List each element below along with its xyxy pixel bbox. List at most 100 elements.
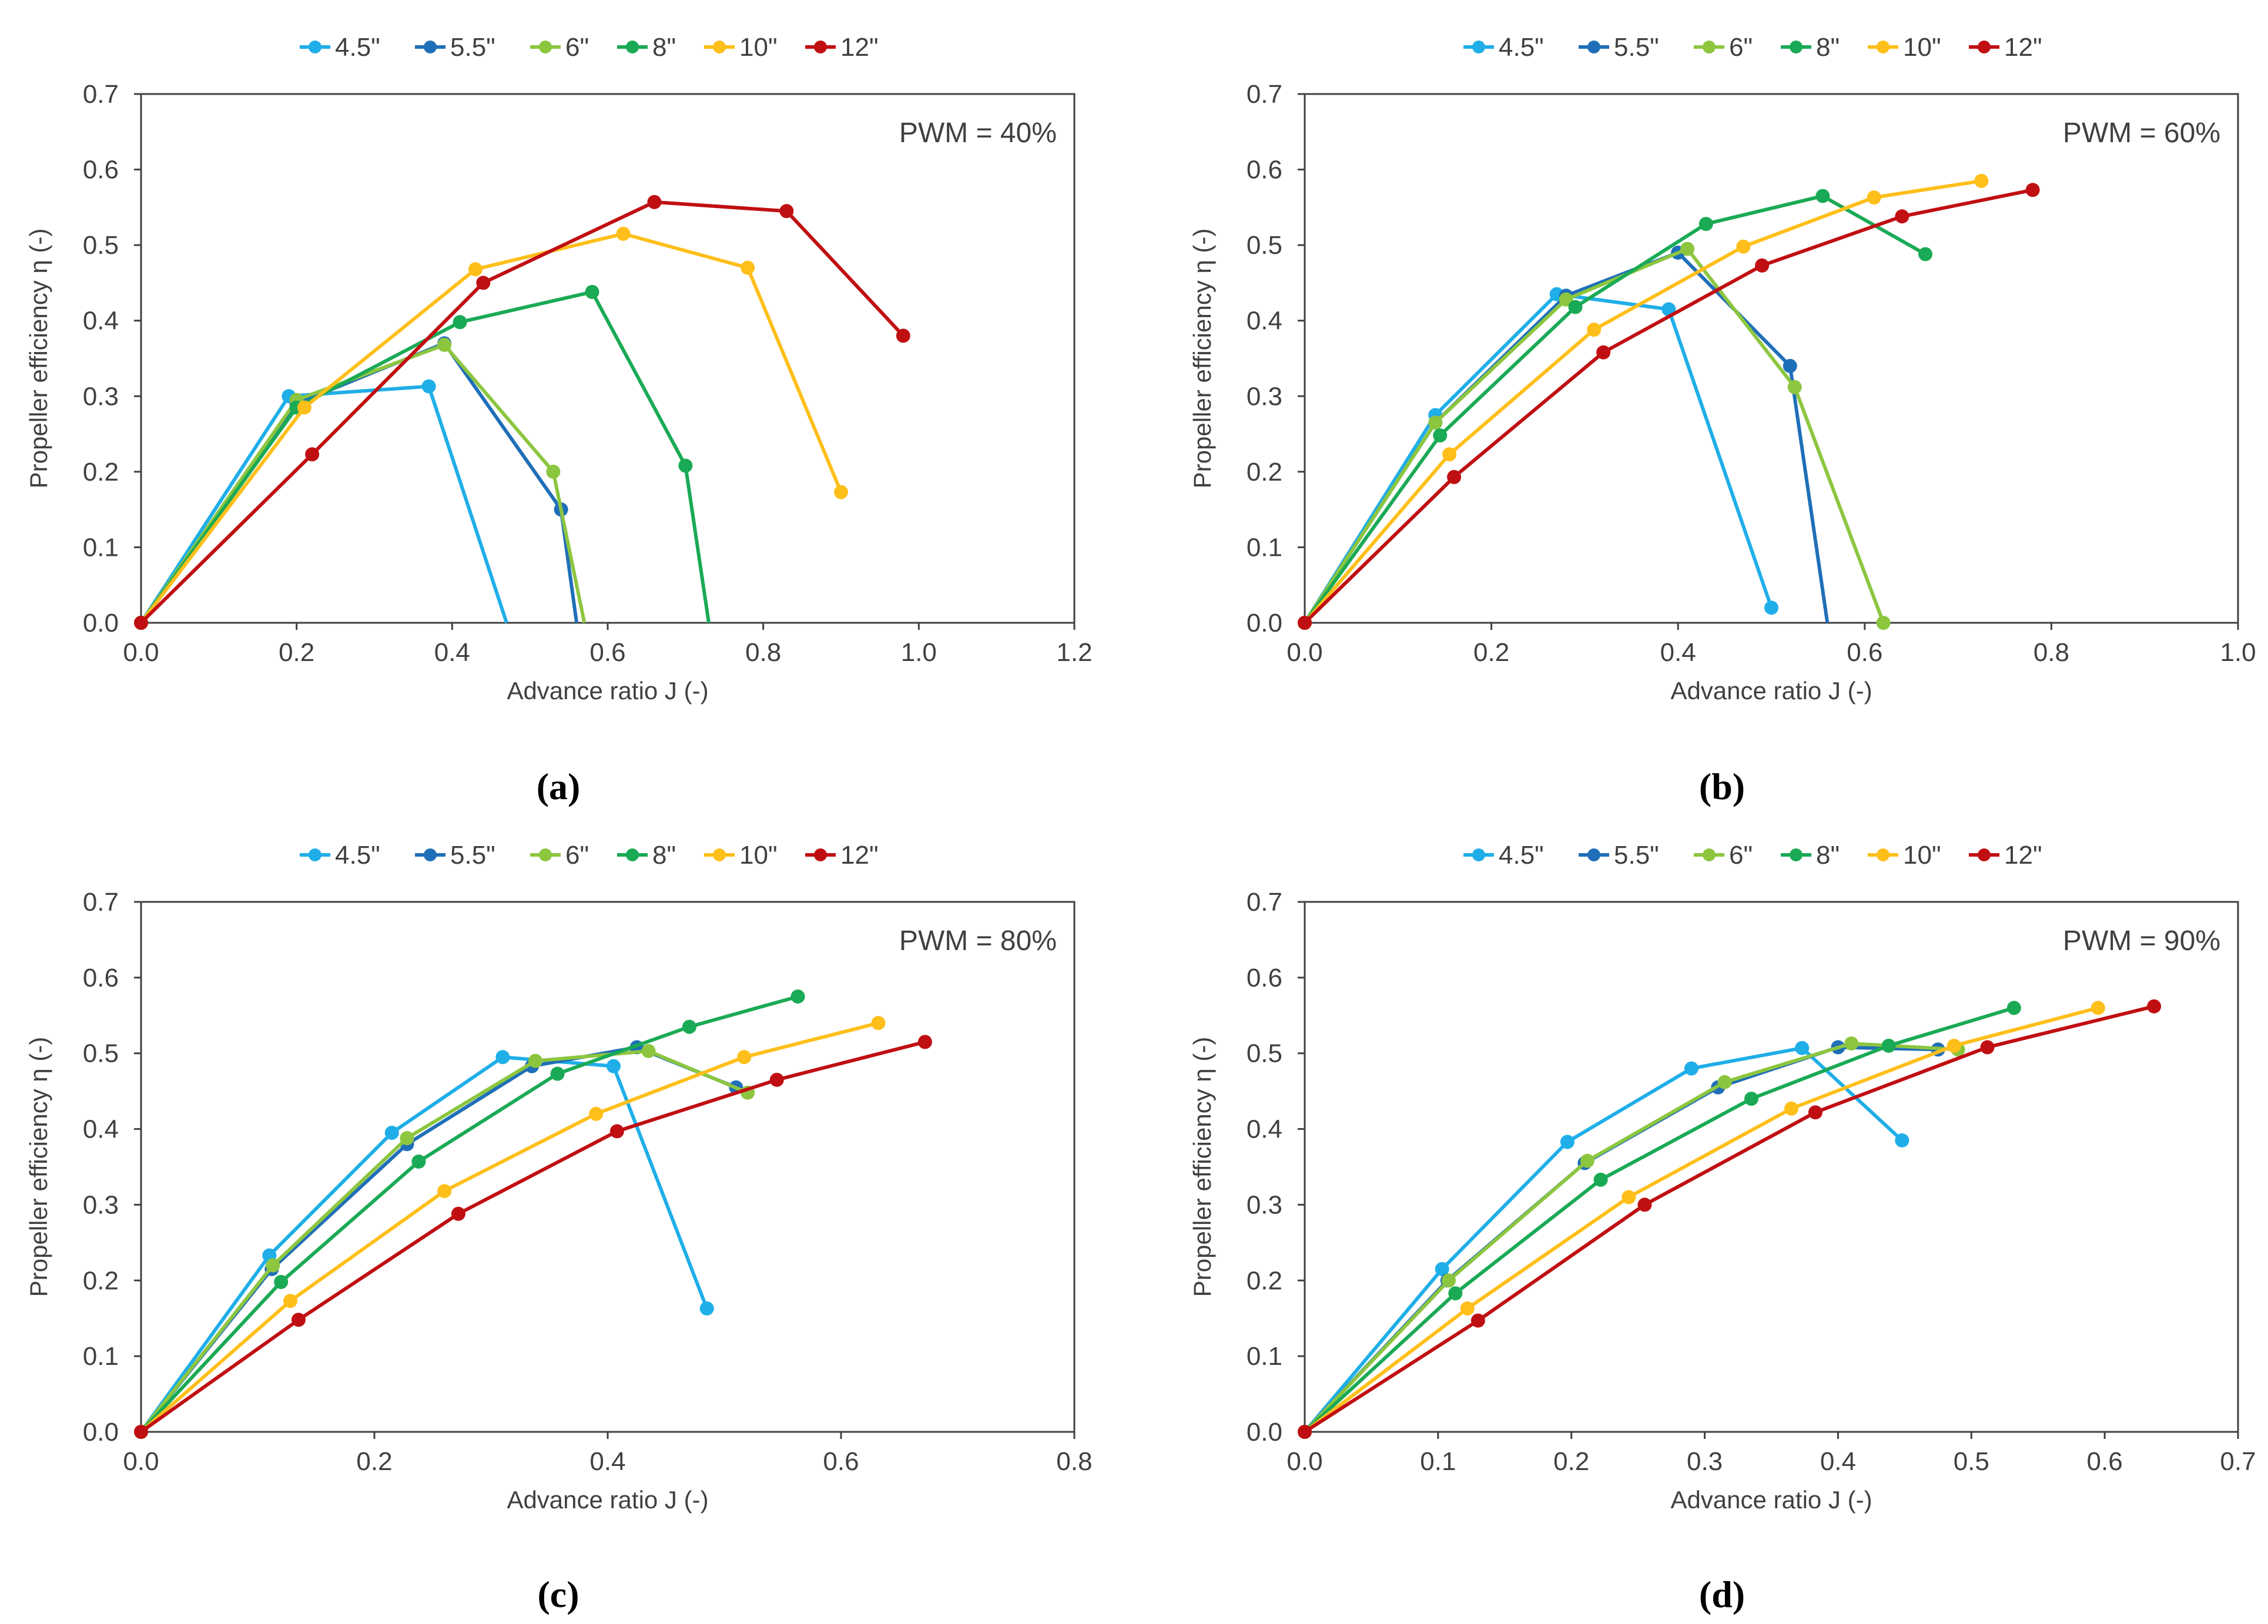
data-point-6in <box>1442 1273 1456 1288</box>
data-point-10in <box>1867 190 1881 205</box>
x-tick-label: 0.4 <box>1660 638 1696 667</box>
x-tick-label: 0.6 <box>589 638 625 667</box>
series-line-4-5in <box>1303 1046 1904 1433</box>
data-point-8in <box>1593 1172 1608 1187</box>
data-point-10in <box>1442 447 1457 462</box>
plot-area-frame <box>140 93 1076 624</box>
legend: 4.5" 5.5" 6" 8" 10" 12" <box>300 841 879 870</box>
data-point-10in <box>1947 1038 1961 1053</box>
x-tick-label: 0.6 <box>823 1447 859 1476</box>
x-tick-label: 0.0 <box>123 638 159 667</box>
data-point-8in <box>2006 1001 2021 1015</box>
series-line-10in <box>1303 179 1982 624</box>
data-point-6in <box>1876 616 1891 630</box>
data-point-10in <box>741 260 755 275</box>
y-tick-label: 0.6 <box>83 964 119 992</box>
y-tick-label: 0.6 <box>1247 964 1282 992</box>
legend-marker-6in <box>539 848 552 861</box>
data-point-12in <box>1637 1197 1652 1212</box>
data-point-4-5in <box>421 379 436 394</box>
x-tick-label: 0.4 <box>1820 1447 1856 1476</box>
data-point-12in <box>291 1313 306 1327</box>
series-line-4-5in <box>139 384 508 624</box>
series-line-8in <box>1303 1006 2015 1434</box>
legend-label-10in: 10" <box>739 841 778 870</box>
x-tick-label: 0.2 <box>1473 638 1509 667</box>
pwm-annotation: PWM = 90% <box>2063 925 2220 957</box>
data-point-12in <box>609 1124 624 1139</box>
panel-caption: (c) <box>537 1573 579 1615</box>
data-point-12in <box>2147 999 2162 1014</box>
data-point-10in <box>1460 1301 1475 1316</box>
legend-marker-12in <box>1978 41 1991 53</box>
legend-marker-5-5in <box>1587 848 1600 861</box>
y-tick-label: 0.3 <box>83 1190 119 1219</box>
data-point-12in <box>769 1072 784 1087</box>
y-tick-label: 0.6 <box>1247 156 1282 184</box>
data-point-8in <box>1815 189 1830 203</box>
data-point-4-5in <box>495 1050 510 1065</box>
series-line-8in <box>1303 194 1927 624</box>
data-point-6in <box>546 464 561 479</box>
legend-label-6in: 6" <box>565 33 589 62</box>
legend-label-6in: 6" <box>1729 33 1753 62</box>
legend-marker-6in <box>1703 848 1716 861</box>
legend-marker-6in <box>539 41 552 53</box>
x-tick-label: 0.1 <box>1420 1447 1456 1476</box>
panel-b: 0.0 0.1 0.2 0.3 0.4 0.5 0.6 0.7 0.0 0.2 0.4 0.6 0.8 1… <box>1188 33 2256 807</box>
data-point-10in <box>589 1106 604 1121</box>
data-point-12in <box>451 1206 465 1221</box>
y-tick-label: 0.7 <box>1247 80 1282 109</box>
data-point-12in <box>1980 1040 1995 1055</box>
legend-label-5-5in: 5.5" <box>1614 33 1659 62</box>
legend-label-12in: 12" <box>2004 33 2042 62</box>
legend-marker-4-5in <box>309 41 321 53</box>
data-point-12in <box>647 194 662 209</box>
data-point-8in <box>585 284 599 299</box>
series-line-6in <box>1303 1042 1958 1434</box>
data-point-8in <box>411 1154 426 1169</box>
panel-a: 0.0 0.1 0.2 0.3 0.4 0.5 0.6 0.7 0.0 0.2 0.4 0.6 0.8 1… <box>25 33 1093 807</box>
legend-label-10in: 10" <box>1903 33 1941 62</box>
y-tick-label: 0.5 <box>1247 1039 1282 1068</box>
legend-label-5-5in: 5.5" <box>450 33 495 62</box>
legend-label-4-5in: 4.5" <box>335 841 380 870</box>
y-tick-label: 0.7 <box>83 80 119 109</box>
legend-label-5-5in: 5.5" <box>450 841 495 870</box>
data-point-12in <box>1470 1313 1485 1328</box>
data-point-8in <box>678 458 693 473</box>
data-point-8in <box>1433 428 1448 443</box>
data-point-6in <box>1844 1036 1859 1051</box>
data-point-8in <box>274 1274 289 1289</box>
data-point-6in <box>1787 380 1802 394</box>
legend-marker-8in <box>1790 41 1803 53</box>
legend-marker-12in <box>1978 848 1991 861</box>
data-point-12in <box>305 447 320 462</box>
data-point-8in <box>1568 300 1583 314</box>
legend-marker-5-5in <box>1587 41 1600 53</box>
legend-marker-8in <box>626 41 639 53</box>
data-point-12in <box>134 1425 148 1439</box>
data-point-10in <box>468 262 483 277</box>
series-8in <box>1298 1001 2021 1439</box>
panel-d: 0.0 0.1 0.2 0.3 0.4 0.5 0.6 0.7 0.0 0.1 0.2 0.3 0.4 0… <box>1188 841 2256 1615</box>
legend-label-12in: 12" <box>840 33 879 62</box>
legend-label-10in: 10" <box>1903 841 1941 870</box>
legend-marker-8in <box>1790 848 1803 861</box>
data-point-4-5in <box>1435 1261 1449 1276</box>
data-point-4-5in <box>1560 1135 1574 1149</box>
y-tick-label: 0.1 <box>83 1342 119 1371</box>
legend-label-8in: 8" <box>652 33 676 62</box>
panel-caption: (d) <box>1699 1573 1745 1615</box>
y-axis-title: Propeller efficiency η (-) <box>1188 1037 1216 1297</box>
legend-label-4-5in: 4.5" <box>1499 33 1544 62</box>
y-tick-label: 0.5 <box>83 1039 119 1068</box>
legend-marker-4-5in <box>309 848 321 861</box>
data-point-4-5in <box>606 1059 621 1073</box>
legend: 4.5" 5.5" 6" 8" 10" 12" <box>1463 841 2042 870</box>
data-point-8in <box>790 989 805 1004</box>
data-point-10in <box>737 1050 752 1065</box>
x-axis-title: Advance ratio J (-) <box>1670 1486 1872 1514</box>
y-tick-label: 0.7 <box>1247 888 1282 917</box>
